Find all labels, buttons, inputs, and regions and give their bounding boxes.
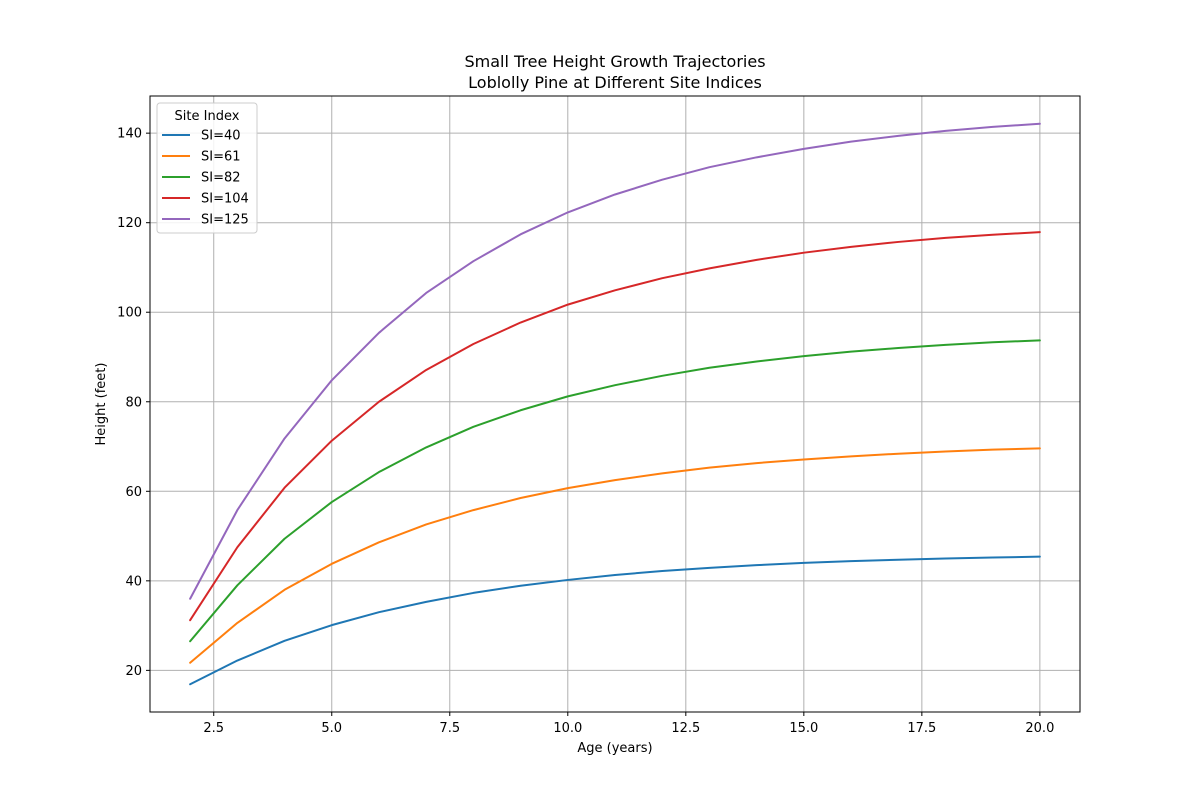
- series-line-si-40: [189, 555, 1041, 686]
- x-tick-label: 10.0: [553, 721, 582, 736]
- y-tick-label: 120: [117, 216, 142, 231]
- y-axis-label: Height (feet): [94, 363, 109, 446]
- series-line-si-61: [189, 447, 1041, 664]
- legend-items: SI=40 SI=61 SI=82 SI=104 SI=125: [162, 129, 249, 228]
- x-tick-label: 2.5: [203, 721, 224, 736]
- x-tick-label: 15.0: [789, 721, 818, 736]
- grid: [150, 96, 1080, 712]
- x-axis-label: Age (years): [577, 741, 652, 756]
- y-tick-label: 100: [117, 306, 142, 321]
- legend-label-si-61: SI=61: [201, 150, 241, 165]
- x-axis-ticks: 2.5 5.0 7.5 10.0 12.5 15.0 17.5 20.0: [203, 712, 1054, 736]
- plot-area-frame: [149, 95, 1081, 713]
- series-line-si-82: [189, 339, 1041, 643]
- y-tick-label: 20: [125, 664, 142, 679]
- y-tick-label: 40: [125, 574, 142, 589]
- x-tick-label: 20.0: [1025, 721, 1054, 736]
- x-tick-label: 7.5: [439, 721, 460, 736]
- x-tick-label: 17.5: [907, 721, 936, 736]
- x-tick-label: 12.5: [671, 721, 700, 736]
- series-lines: [189, 122, 1041, 686]
- chart-title: Small Tree Height Growth Trajectories: [464, 52, 765, 71]
- x-tick-label: 5.0: [321, 721, 342, 736]
- y-tick-label: 60: [125, 485, 142, 500]
- legend-label-si-40: SI=40: [201, 129, 241, 144]
- chart-subtitle: Loblolly Pine at Different Site Indices: [468, 73, 762, 92]
- legend-title: Site Index: [175, 109, 240, 124]
- y-tick-label: 80: [125, 395, 142, 410]
- series-line-si-125: [189, 122, 1041, 600]
- legend: Site Index SI=40 SI=61 SI=82 SI=104 SI=125: [156, 102, 258, 234]
- legend-label-si-82: SI=82: [201, 171, 241, 186]
- series-line-si-104: [189, 231, 1041, 622]
- y-tick-label: 140: [117, 127, 142, 142]
- legend-label-si-104: SI=104: [201, 192, 249, 207]
- legend-label-si-125: SI=125: [201, 213, 249, 228]
- y-axis-ticks: 20 40 60 80 100 120 140: [117, 127, 150, 679]
